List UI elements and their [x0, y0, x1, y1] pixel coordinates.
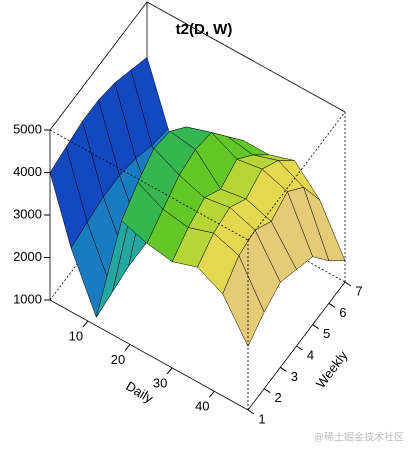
z-tick-label: 4000: [13, 164, 42, 179]
x-tick: [166, 367, 173, 375]
y-tick: [263, 388, 271, 394]
x-tick: [208, 390, 215, 398]
y-tick-label: 1: [258, 411, 265, 426]
z-tick-label: 3000: [13, 206, 42, 221]
y-axis-label: Weekly: [313, 348, 351, 391]
watermark: @稀土掘金技术社区: [314, 431, 404, 444]
x-axis-label: Daily: [123, 378, 156, 406]
z-tick-label: 1000: [13, 291, 42, 306]
x-axis: [49, 299, 249, 411]
y-tick-label: 4: [307, 347, 314, 362]
y-tick: [296, 345, 303, 351]
x-tick-label: 20: [111, 352, 125, 367]
x-tick-label: 40: [195, 399, 209, 414]
y-tick-label: 6: [339, 305, 346, 320]
y-tick-label: 7: [355, 283, 362, 298]
surface-facet: [222, 254, 265, 347]
x-tick: [82, 320, 89, 328]
y-tick-label: 5: [323, 326, 330, 341]
box-edge: [49, 1, 148, 131]
x-tick: [124, 344, 131, 351]
chart-title: t2(D, W): [176, 21, 233, 38]
box-edge: [49, 129, 249, 241]
z-tick-label: 2000: [13, 249, 42, 264]
box-edge: [247, 111, 346, 241]
z-tick-label: 5000: [13, 121, 42, 136]
x-tick-label: 30: [153, 375, 167, 390]
box-edge: [146, 1, 346, 113]
y-tick: [280, 366, 287, 372]
y-tick: [328, 302, 336, 308]
y-tick: [312, 324, 319, 330]
y-tick: [247, 409, 255, 415]
y-tick-label: 2: [275, 390, 282, 405]
y-tick: [344, 281, 352, 287]
x-tick-label: 10: [69, 329, 83, 344]
y-tick-label: 3: [291, 369, 298, 384]
